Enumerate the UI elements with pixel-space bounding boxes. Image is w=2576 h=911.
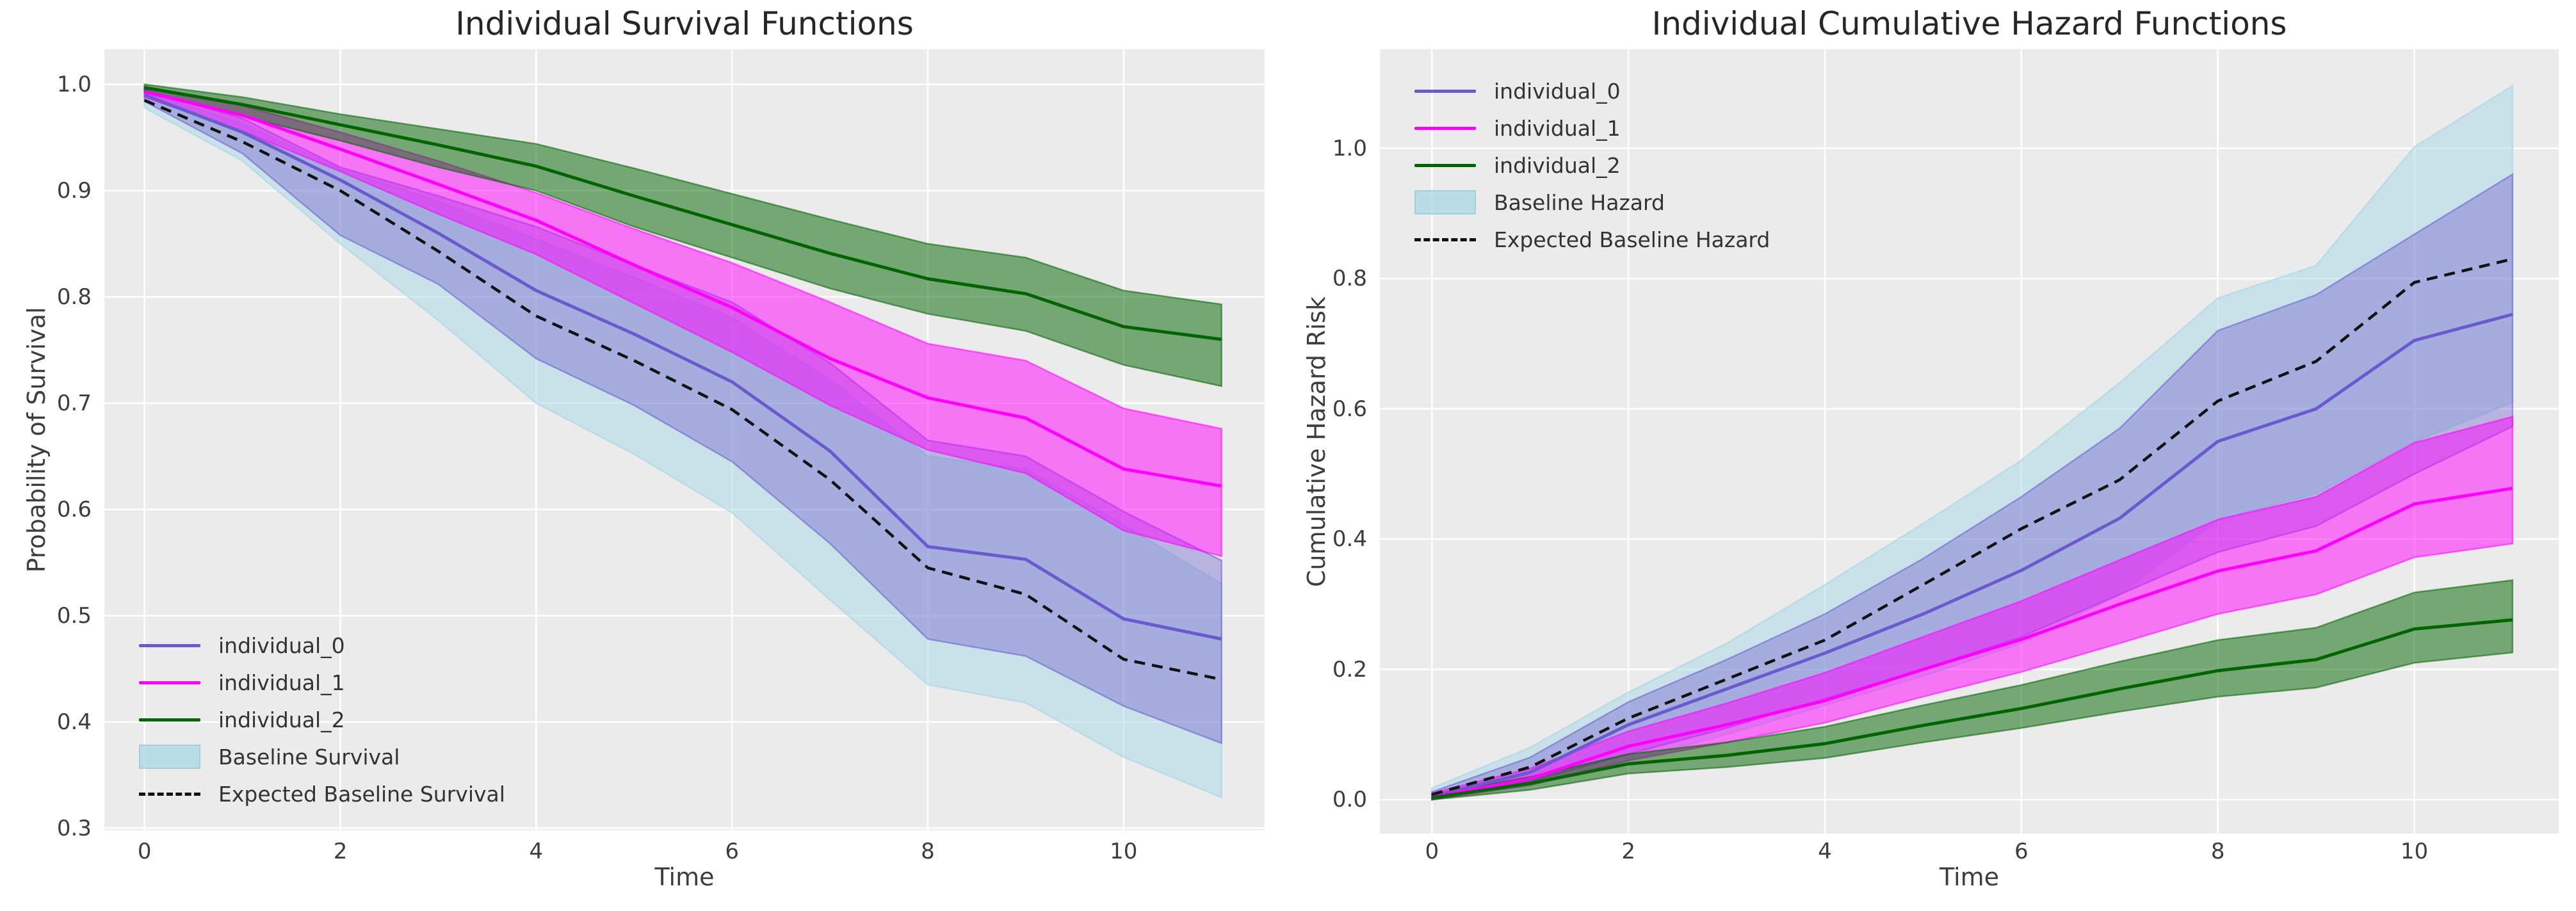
y-tick-label: 0.4 bbox=[56, 709, 92, 735]
y-tick-label: 0.9 bbox=[56, 177, 92, 204]
individual-2-line-icon bbox=[139, 718, 200, 722]
individual-0-line bbox=[143, 93, 1222, 641]
expected-baseline-hazard-dashed-line-icon bbox=[1414, 238, 1476, 241]
baseline-survival-patch-icon bbox=[139, 745, 200, 769]
legend-label: individual_1 bbox=[1494, 115, 1621, 141]
y-tick-label: 1.0 bbox=[1332, 135, 1367, 161]
legend-item-individual-0: individual_0 bbox=[1413, 72, 1770, 109]
legend-marker-box bbox=[1413, 163, 1477, 167]
x-tick-label: 0 bbox=[137, 839, 152, 864]
x-tick-label: 10 bbox=[1110, 839, 1138, 864]
y-tick-label: 0.6 bbox=[1332, 396, 1367, 422]
y-tick-label: 0.6 bbox=[56, 496, 92, 522]
hazard-plot-area: individual_0 individual_1 individual_2 Base… bbox=[1380, 49, 2559, 834]
y-tick-label: 1.0 bbox=[56, 71, 92, 97]
individual-2-line bbox=[144, 86, 1222, 341]
x-tick-label: 2 bbox=[333, 839, 348, 864]
legend-label: individual_0 bbox=[1494, 78, 1621, 104]
legend-item-individual-2: individual_2 bbox=[138, 701, 505, 738]
baseline-survival-band bbox=[143, 90, 1222, 799]
y-tick-label: 0.2 bbox=[1332, 656, 1367, 682]
survival-x-axis-label: Time bbox=[654, 863, 715, 891]
individual-2-band bbox=[1431, 579, 2514, 801]
plot-canvas bbox=[104, 49, 1265, 830]
y-tick-label: 0.8 bbox=[1332, 266, 1367, 292]
individual-1-band bbox=[1431, 415, 2514, 801]
individual-2-band bbox=[143, 83, 1222, 387]
survival-plot-area: individual_0 individual_1 individual_2 Base… bbox=[104, 49, 1265, 830]
plot-canvas bbox=[1380, 49, 2559, 834]
x-tick-label: 6 bbox=[725, 839, 739, 864]
legend-marker-box bbox=[1413, 126, 1477, 130]
individual-0-line-icon bbox=[1414, 89, 1476, 93]
x-tick-label: 2 bbox=[1621, 839, 1635, 864]
legend-item-individual-2: individual_2 bbox=[1413, 147, 1770, 184]
x-tick-label: 6 bbox=[2014, 839, 2029, 864]
legend-marker-box bbox=[138, 745, 202, 769]
individual-0-line bbox=[1431, 312, 2513, 798]
expected-baseline-hazard-line bbox=[1431, 257, 2513, 796]
baseline-hazard-band bbox=[1431, 84, 2514, 801]
individual-2-line-icon bbox=[1414, 163, 1476, 167]
y-tick-label: 0.4 bbox=[1332, 526, 1367, 552]
baseline-hazard-patch-icon bbox=[1414, 190, 1476, 214]
expected-baseline-survival-dashed-line-icon bbox=[139, 792, 200, 796]
legend-marker-box bbox=[1413, 190, 1477, 214]
x-tick-label: 0 bbox=[1425, 839, 1439, 864]
legend-label: Baseline Survival bbox=[218, 744, 400, 770]
survival-legend: individual_0 individual_1 individual_2 Base… bbox=[138, 627, 505, 812]
y-tick-label: 0.3 bbox=[56, 815, 92, 841]
survival-y-axis-label: Probability of Survival bbox=[22, 307, 51, 573]
legend-item-individual-1: individual_1 bbox=[1413, 109, 1770, 147]
individual-2-line bbox=[1431, 618, 2513, 800]
legend-marker-box bbox=[1413, 238, 1477, 241]
hazard-x-axis-label: Time bbox=[1940, 863, 1999, 891]
individual-0-line-icon bbox=[139, 643, 200, 647]
expected-baseline-survival-line bbox=[143, 99, 1222, 681]
survival-plot-title: Individual Survival Functions bbox=[455, 5, 914, 42]
legend-item-individual-1: individual_1 bbox=[138, 664, 505, 701]
hazard-y-axis-label: Cumulative Hazard Risk bbox=[1302, 296, 1331, 587]
legend-label: Expected Baseline Survival bbox=[218, 781, 505, 807]
legend-marker-box bbox=[138, 792, 202, 796]
y-tick-label: 0.5 bbox=[56, 602, 92, 629]
individual-0-band bbox=[143, 88, 1222, 745]
legend-marker-box bbox=[138, 718, 202, 722]
x-tick-label: 8 bbox=[921, 839, 935, 864]
legend-item-individual-0: individual_0 bbox=[138, 627, 505, 664]
individual-1-line-icon bbox=[1414, 126, 1476, 130]
legend-label: individual_1 bbox=[218, 670, 345, 695]
individual-1-line-icon bbox=[139, 681, 200, 684]
individual-0-band bbox=[1431, 173, 2514, 801]
y-tick-label: 0.0 bbox=[1332, 787, 1367, 813]
x-tick-label: 4 bbox=[529, 839, 544, 864]
x-tick-label: 4 bbox=[1818, 839, 1832, 864]
individual-1-line bbox=[1431, 487, 2513, 799]
legend-item-expected-baseline-survival: Expected Baseline Survival bbox=[138, 775, 505, 812]
legend-label: Expected Baseline Hazard bbox=[1494, 227, 1770, 252]
y-tick-label: 0.8 bbox=[56, 284, 92, 310]
legend-marker-box bbox=[138, 681, 202, 684]
legend-label: individual_2 bbox=[1494, 152, 1621, 178]
legend-marker-box bbox=[1413, 89, 1477, 93]
x-tick-label: 8 bbox=[2210, 839, 2225, 864]
legend-marker-box bbox=[138, 643, 202, 647]
legend-item-baseline-hazard: Baseline Hazard bbox=[1413, 184, 1770, 221]
x-tick-label: 10 bbox=[2400, 839, 2429, 864]
legend-label: individual_2 bbox=[218, 707, 345, 732]
hazard-plot-title: Individual Cumulative Hazard Functions bbox=[1651, 5, 2287, 42]
hazard-legend: individual_0 individual_1 individual_2 Base… bbox=[1413, 72, 1770, 258]
individual-1-band bbox=[143, 85, 1222, 558]
y-tick-label: 0.7 bbox=[56, 390, 92, 416]
legend-label: individual_0 bbox=[218, 633, 345, 658]
legend-label: Baseline Hazard bbox=[1494, 189, 1665, 215]
legend-item-expected-baseline-hazard: Expected Baseline Hazard bbox=[1413, 221, 1770, 258]
individual-1-line bbox=[144, 90, 1222, 488]
legend-item-baseline-survival: Baseline Survival bbox=[138, 738, 505, 775]
